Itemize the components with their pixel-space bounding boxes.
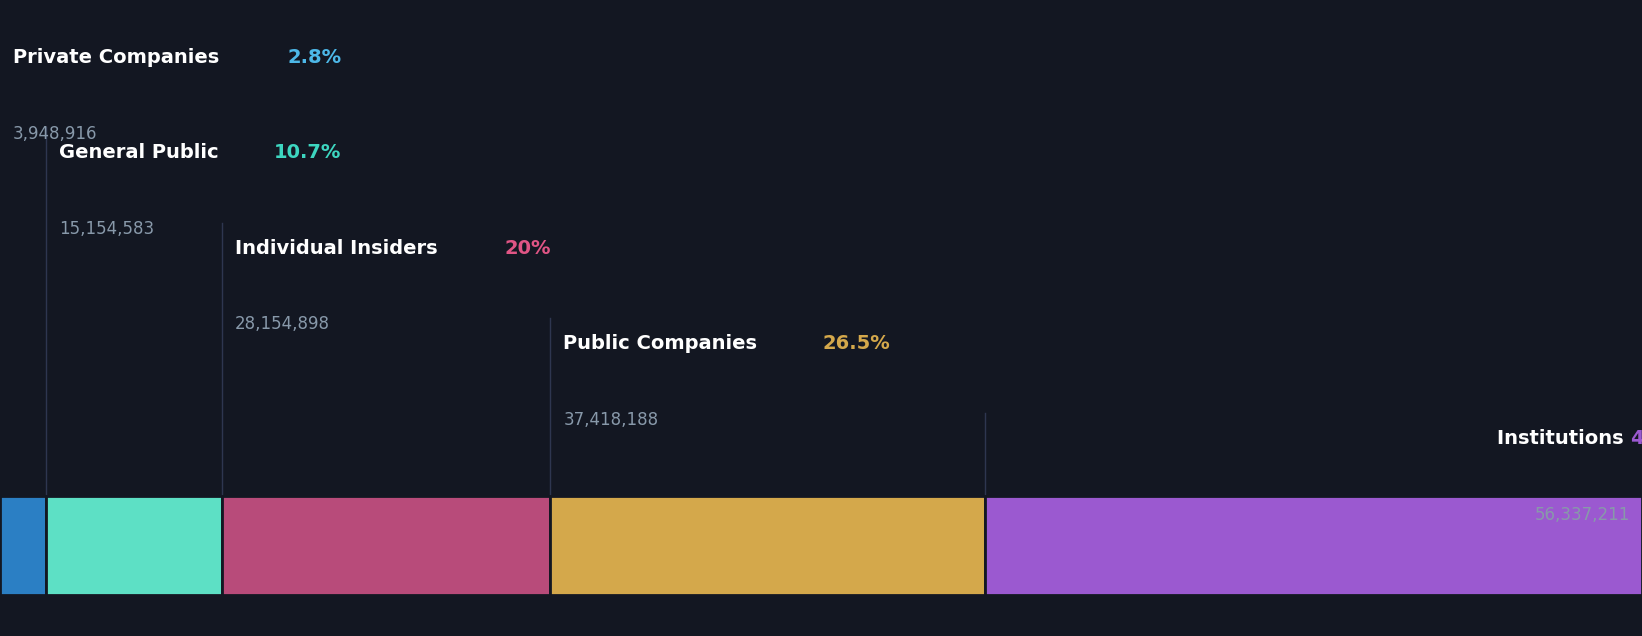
Text: 20%: 20%: [506, 238, 552, 258]
Text: Public Companies: Public Companies: [563, 334, 764, 353]
Text: Private Companies: Private Companies: [13, 48, 227, 67]
Text: 37,418,188: 37,418,188: [563, 411, 658, 429]
Bar: [46, 496, 222, 595]
Text: 10.7%: 10.7%: [274, 143, 342, 162]
Bar: [0, 496, 46, 595]
Text: Institutions: Institutions: [1498, 429, 1631, 448]
Text: 26.5%: 26.5%: [823, 334, 890, 353]
Bar: [222, 496, 550, 595]
Text: Individual Insiders: Individual Insiders: [235, 238, 445, 258]
Text: 2.8%: 2.8%: [287, 48, 342, 67]
Text: 56,337,211: 56,337,211: [1535, 506, 1631, 524]
Text: 3,948,916: 3,948,916: [13, 125, 97, 142]
Bar: [985, 496, 1642, 595]
Bar: [550, 496, 985, 595]
Text: General Public: General Public: [59, 143, 225, 162]
Text: 28,154,898: 28,154,898: [235, 315, 330, 333]
Text: 15,154,583: 15,154,583: [59, 220, 154, 238]
Text: 40%: 40%: [1631, 429, 1642, 448]
